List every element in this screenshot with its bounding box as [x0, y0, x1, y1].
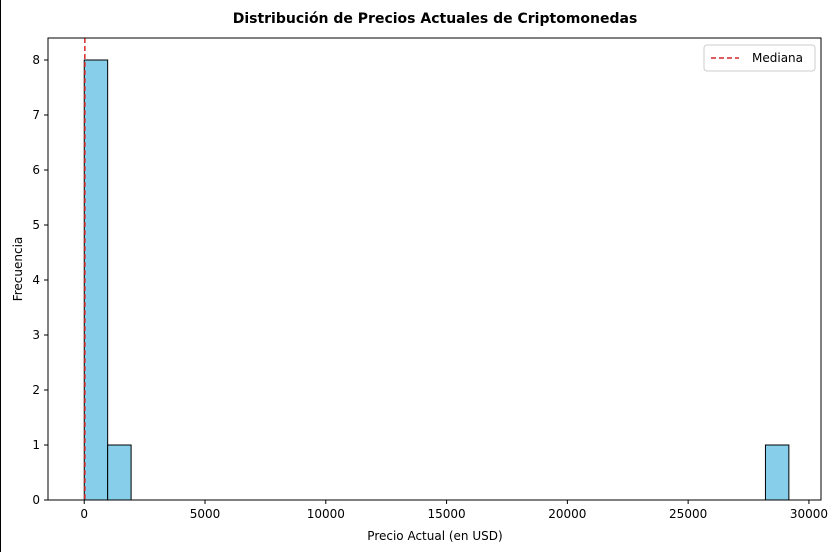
x-tick-label-5: 25000: [669, 507, 707, 521]
y-tick-label-8: 8: [32, 53, 40, 67]
plot-frame: [47, 37, 822, 501]
y-tick-label-0: 0: [32, 493, 40, 507]
y-tick-label-3: 3: [32, 328, 40, 342]
y-tick-label-2: 2: [32, 383, 40, 397]
x-axis-ticks: 0 5000 10000 15000 20000 25000 30000: [80, 500, 828, 521]
x-tick-label-0: 0: [80, 507, 88, 521]
x-tick-label-3: 15000: [427, 507, 465, 521]
legend-median-label: Mediana: [752, 51, 803, 65]
x-axis-label: Precio Actual (en USD): [367, 529, 502, 543]
y-tick-label-6: 6: [32, 163, 40, 177]
y-tick-label-5: 5: [32, 218, 40, 232]
legend: Mediana: [703, 44, 816, 72]
histogram-bar-1: [107, 444, 132, 501]
y-tick-label-7: 7: [32, 108, 40, 122]
x-tick-label-2: 10000: [307, 507, 345, 521]
histogram-bars: [83, 59, 790, 501]
y-tick-label-1: 1: [32, 438, 40, 452]
left-border-line: [0, 0, 1, 552]
chart-title: Distribución de Precios Actuales de Crip…: [233, 11, 638, 27]
y-axis-label: Frecuencia: [11, 237, 25, 302]
y-axis-ticks: 0 1 2 3 4 5 6 7 8: [32, 53, 48, 507]
x-tick-label-4: 20000: [548, 507, 586, 521]
legend-box: [703, 44, 816, 72]
y-tick-label-4: 4: [32, 273, 40, 287]
x-tick-label-1: 5000: [190, 507, 221, 521]
histogram-bar-0: [83, 59, 109, 501]
x-tick-label-6: 30000: [790, 507, 828, 521]
histogram-bar-2: [764, 444, 790, 501]
